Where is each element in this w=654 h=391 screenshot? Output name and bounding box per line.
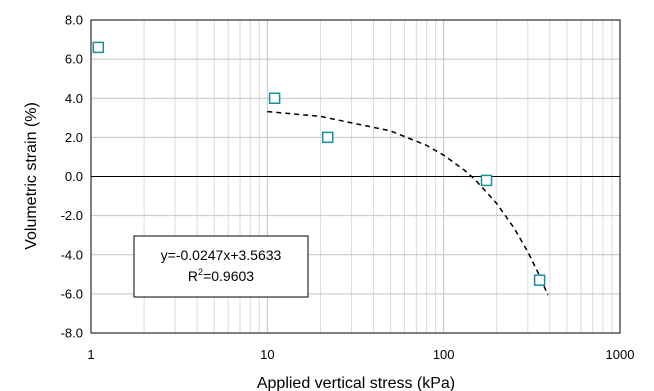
trendline xyxy=(267,110,549,296)
r-squared-sup: 2 xyxy=(198,267,203,277)
data-point-marker xyxy=(480,174,493,187)
data-point-marker xyxy=(321,131,334,144)
x-tick-label: 1 xyxy=(87,347,94,362)
data-points xyxy=(92,41,546,286)
data-point-marker xyxy=(92,41,105,54)
data-point-marker xyxy=(268,92,281,104)
trendline-equation: y=-0.0247x+3.5633 xyxy=(161,247,282,263)
y-tick-label: 4.0 xyxy=(65,91,83,106)
x-tick-label: 100 xyxy=(433,347,455,362)
y-tick-labels: 8.0 6.0 4.0 2.0 0.0 -2.0 -4.0 -6.0 -8.0 xyxy=(61,13,83,341)
r-squared-prefix: R xyxy=(188,268,198,284)
y-tick-label: 8.0 xyxy=(65,13,83,28)
x-axis-title: Applied vertical stress (kPa) xyxy=(257,375,455,391)
r-squared-label: R2=0.9603 xyxy=(188,267,254,284)
y-tick-label: 2.0 xyxy=(65,130,83,145)
y-tick-label: 0.0 xyxy=(65,169,83,184)
data-point-marker xyxy=(533,274,546,286)
y-tick-label: -2.0 xyxy=(61,208,83,223)
y-axis-title: Volumetric strain (%) xyxy=(23,102,40,250)
r-squared-value: =0.9603 xyxy=(203,268,254,284)
equation-box-frame xyxy=(133,235,309,298)
x-tick-labels: 1 10 100 1000 xyxy=(87,347,634,362)
y-tick-label: -8.0 xyxy=(61,326,83,341)
equation-box: y=-0.0247x+3.5633 R2=0.9603 xyxy=(133,235,309,298)
x-tick-label: 1000 xyxy=(606,347,635,362)
y-tick-label: -4.0 xyxy=(61,247,83,262)
x-tick-label: 10 xyxy=(260,347,274,362)
y-tick-label: 6.0 xyxy=(65,52,83,67)
y-tick-label: -6.0 xyxy=(61,286,83,301)
